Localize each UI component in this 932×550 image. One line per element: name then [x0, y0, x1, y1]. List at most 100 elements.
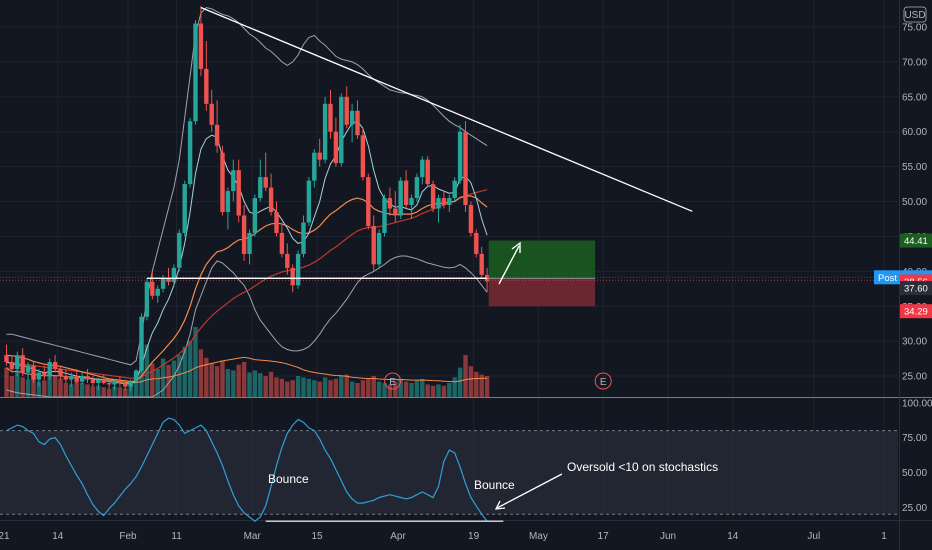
candle[interactable] — [144, 278, 150, 321]
candle-body[interactable] — [58, 369, 63, 377]
candle[interactable] — [285, 243, 290, 275]
candle-body[interactable] — [420, 159, 425, 178]
candle[interactable] — [252, 194, 258, 237]
date-axis[interactable]: 2021 14 Feb 11 Mar 15 Apr 19 May 17 Jun 14 Jul 1 — [0, 531, 887, 542]
candle-body[interactable] — [457, 131, 463, 181]
price-tag[interactable]: 44.41 — [900, 233, 932, 248]
candle-body[interactable] — [128, 381, 133, 387]
candle[interactable] — [150, 271, 155, 300]
candle-body[interactable] — [322, 103, 328, 160]
candle-body[interactable] — [31, 365, 36, 380]
candle-body[interactable] — [328, 103, 333, 132]
candle[interactable] — [63, 369, 69, 384]
candle[interactable] — [306, 177, 312, 226]
candle[interactable] — [328, 89, 333, 139]
projection-arrow[interactable] — [498, 245, 520, 285]
candle[interactable] — [69, 372, 74, 387]
candle[interactable] — [366, 173, 371, 230]
candle[interactable] — [209, 89, 214, 132]
candle[interactable] — [231, 159, 236, 202]
candle[interactable] — [225, 187, 231, 230]
candle-body[interactable] — [106, 383, 112, 385]
price-tag[interactable]: 34.29 — [900, 304, 932, 319]
candle-body[interactable] — [398, 180, 403, 216]
candle-body[interactable] — [144, 281, 150, 317]
candle[interactable] — [479, 246, 484, 279]
candle[interactable] — [204, 40, 209, 111]
candle[interactable] — [139, 313, 144, 373]
candle[interactable] — [36, 369, 42, 387]
candle-body[interactable] — [69, 376, 74, 380]
candle[interactable] — [409, 194, 414, 219]
candle-body[interactable] — [371, 225, 376, 265]
candle[interactable] — [42, 365, 47, 380]
candle-body[interactable] — [42, 372, 47, 377]
candle-body[interactable] — [214, 124, 220, 146]
candle-body[interactable] — [376, 232, 382, 265]
candle[interactable] — [268, 173, 274, 216]
candle-body[interactable] — [74, 376, 79, 382]
candle[interactable] — [193, 20, 198, 125]
candle-body[interactable] — [247, 232, 252, 254]
candle-body[interactable] — [182, 184, 187, 233]
candle[interactable] — [4, 344, 9, 366]
candle-body[interactable] — [187, 121, 193, 185]
candle-body[interactable] — [258, 177, 263, 199]
candle-body[interactable] — [479, 253, 484, 275]
candle[interactable] — [447, 194, 452, 213]
candle[interactable] — [160, 274, 166, 293]
candle-body[interactable] — [220, 152, 225, 213]
candle-body[interactable] — [90, 379, 96, 384]
candle-body[interactable] — [295, 253, 301, 286]
candle-body[interactable] — [225, 191, 231, 213]
candle-body[interactable] — [155, 288, 160, 296]
candle-body[interactable] — [301, 222, 306, 254]
candle-body[interactable] — [15, 355, 20, 370]
candle-body[interactable] — [285, 253, 290, 268]
candle[interactable] — [301, 215, 306, 258]
candle-body[interactable] — [263, 177, 268, 188]
candle-body[interactable] — [474, 232, 479, 254]
candle[interactable] — [420, 156, 425, 185]
candle[interactable] — [387, 187, 393, 216]
candle[interactable] — [430, 180, 436, 213]
candle[interactable] — [457, 124, 463, 185]
candle-body[interactable] — [409, 198, 414, 206]
candle[interactable] — [236, 159, 241, 223]
candle-body[interactable] — [123, 383, 128, 387]
candles[interactable] — [4, 6, 490, 392]
candle-body[interactable] — [139, 316, 144, 371]
candle[interactable] — [25, 362, 31, 380]
candle-body[interactable] — [387, 198, 393, 209]
candle[interactable] — [333, 117, 339, 167]
candle-body[interactable] — [160, 278, 166, 289]
candle-body[interactable] — [171, 267, 177, 282]
candle[interactable] — [274, 201, 279, 237]
candle-body[interactable] — [360, 135, 366, 178]
candle[interactable] — [263, 152, 268, 192]
candle-body[interactable] — [209, 103, 214, 125]
candle-body[interactable] — [9, 362, 15, 370]
candle[interactable] — [247, 229, 252, 265]
stoch-line[interactable] — [6, 417, 488, 522]
candle[interactable] — [20, 348, 25, 377]
candle[interactable] — [79, 372, 85, 385]
candle-body[interactable] — [452, 180, 457, 199]
candle-body[interactable] — [468, 205, 474, 233]
candle[interactable] — [344, 86, 349, 129]
candle-body[interactable] — [366, 177, 371, 226]
candle[interactable] — [177, 229, 182, 272]
candle[interactable] — [398, 177, 403, 219]
candle-body[interactable] — [252, 198, 258, 233]
candle-body[interactable] — [312, 152, 317, 181]
candle[interactable] — [155, 285, 160, 303]
stochastic-pane[interactable] — [0, 417, 898, 522]
candle-body[interactable] — [63, 376, 69, 380]
candle-body[interactable] — [441, 198, 447, 206]
candle-body[interactable] — [117, 381, 123, 384]
candle-body[interactable] — [25, 365, 31, 373]
candle[interactable] — [198, 6, 204, 76]
candle-body[interactable] — [355, 110, 360, 136]
candle[interactable] — [85, 369, 90, 384]
candle-body[interactable] — [414, 177, 420, 199]
